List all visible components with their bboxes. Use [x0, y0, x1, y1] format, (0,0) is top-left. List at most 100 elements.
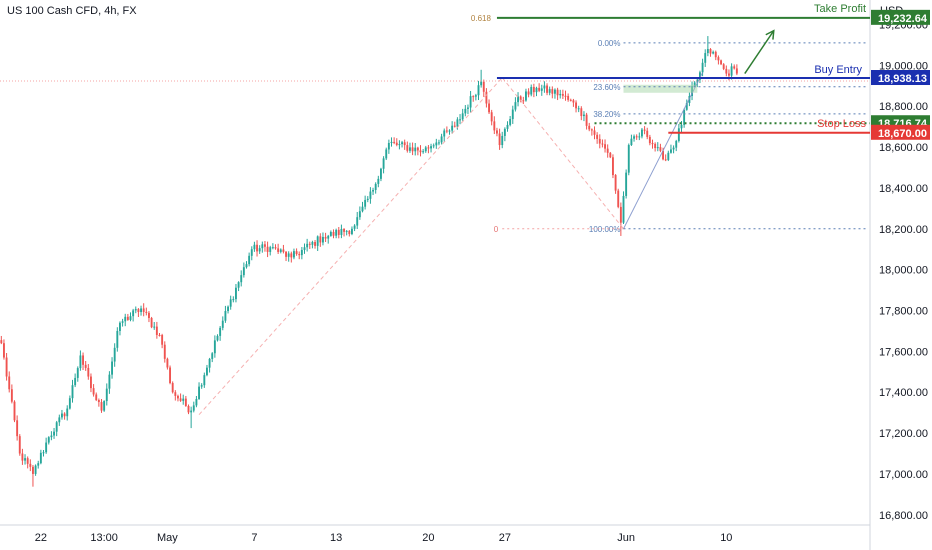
candle-body	[619, 206, 622, 223]
candle-body	[329, 231, 332, 236]
candle-body	[419, 150, 422, 153]
candle-body	[722, 64, 725, 69]
y-tick-label: 19,000.00	[879, 60, 928, 72]
candle-body	[237, 282, 240, 288]
candle-body	[155, 326, 158, 335]
candle-body	[353, 225, 356, 229]
candle-body	[480, 81, 483, 86]
candle-body	[377, 178, 380, 184]
candle-body	[543, 85, 546, 89]
candle-body	[343, 228, 345, 232]
price-badge	[871, 124, 930, 140]
candle-body	[364, 199, 367, 207]
candle-body	[171, 383, 174, 393]
candle-body	[253, 244, 256, 250]
candle-body	[277, 248, 280, 252]
candle-body	[5, 357, 8, 377]
candle-body	[525, 91, 527, 101]
candle-body	[148, 312, 150, 319]
candle-body	[485, 91, 488, 104]
candle-body	[116, 330, 119, 348]
candle-body	[706, 49, 709, 54]
take-profit-label: Take Profit	[814, 3, 866, 15]
x-tick-label: 7	[251, 532, 257, 544]
candle-body	[393, 141, 396, 143]
candle-body	[32, 466, 34, 474]
candle-body	[50, 435, 53, 438]
candle-body	[664, 159, 667, 161]
candle-body	[601, 143, 604, 145]
x-tick-label: 13	[330, 532, 342, 544]
candle-body	[427, 147, 430, 149]
pattern-leg	[501, 77, 624, 230]
candle-body	[158, 334, 161, 336]
target-arrow-head-icon	[765, 29, 775, 40]
candle-body	[195, 398, 198, 406]
fib-level-label: 100.00%	[589, 225, 621, 234]
stop-loss-label: Stop Loss	[817, 118, 866, 130]
candle-body	[303, 247, 306, 250]
candle-body	[477, 85, 480, 96]
candle-body	[659, 147, 662, 151]
y-tick-label: 17,000.00	[879, 469, 928, 481]
candle-body	[327, 235, 330, 239]
candle-body	[235, 287, 237, 300]
candle-body	[680, 124, 683, 129]
candle-body	[614, 175, 617, 191]
candle-body	[648, 136, 651, 144]
candle-body	[248, 255, 251, 265]
candle-body	[90, 376, 92, 389]
candle-body	[588, 125, 591, 130]
candle-body	[200, 385, 203, 387]
candle-body	[369, 191, 372, 199]
candle-body	[675, 140, 678, 148]
candle-body	[232, 299, 235, 301]
candle-body	[63, 413, 66, 417]
price-badge-value: 18,716.74	[878, 118, 928, 130]
fib-level-label: 38.20%	[593, 110, 620, 119]
candle-body	[74, 377, 77, 386]
candle-body	[532, 86, 535, 93]
fib-level-label: 23.60%	[593, 83, 620, 92]
candle-body	[24, 458, 26, 461]
candle-body	[453, 125, 456, 127]
candle-body	[211, 353, 214, 359]
price-badge	[871, 9, 930, 25]
candle-body	[356, 217, 359, 226]
candle-body	[361, 206, 364, 212]
candle-body	[3, 343, 5, 358]
y-tick-label: 17,200.00	[879, 428, 928, 440]
candle-body	[685, 102, 688, 110]
candle-body	[461, 113, 464, 120]
price-badge-value: 18,938.13	[878, 73, 927, 85]
candle-body	[190, 410, 193, 413]
candle-body	[677, 128, 680, 141]
candle-body	[300, 249, 303, 256]
candle-body	[459, 119, 461, 121]
y-tick-label: 16,800.00	[879, 510, 928, 522]
candle-body	[55, 422, 58, 432]
candle-body	[319, 236, 322, 243]
candle-body	[76, 368, 79, 378]
candle-body	[382, 158, 385, 169]
candle-body	[395, 142, 398, 145]
candle-body	[519, 96, 522, 101]
price-badge	[871, 70, 930, 86]
candle-body	[564, 95, 567, 97]
candle-body	[416, 147, 419, 151]
candle-body	[498, 133, 501, 146]
candle-body	[37, 463, 40, 466]
candle-body	[651, 143, 654, 145]
candle-body	[451, 125, 454, 131]
candle-body	[693, 82, 696, 87]
candle-body	[401, 142, 403, 145]
candle-body	[390, 141, 393, 143]
candle-body	[271, 247, 274, 249]
candle-body	[701, 62, 704, 73]
candle-body	[169, 367, 171, 384]
fib-zone	[623, 84, 698, 93]
candle-body	[58, 417, 61, 423]
candle-body	[448, 130, 451, 132]
candle-body	[82, 355, 84, 365]
